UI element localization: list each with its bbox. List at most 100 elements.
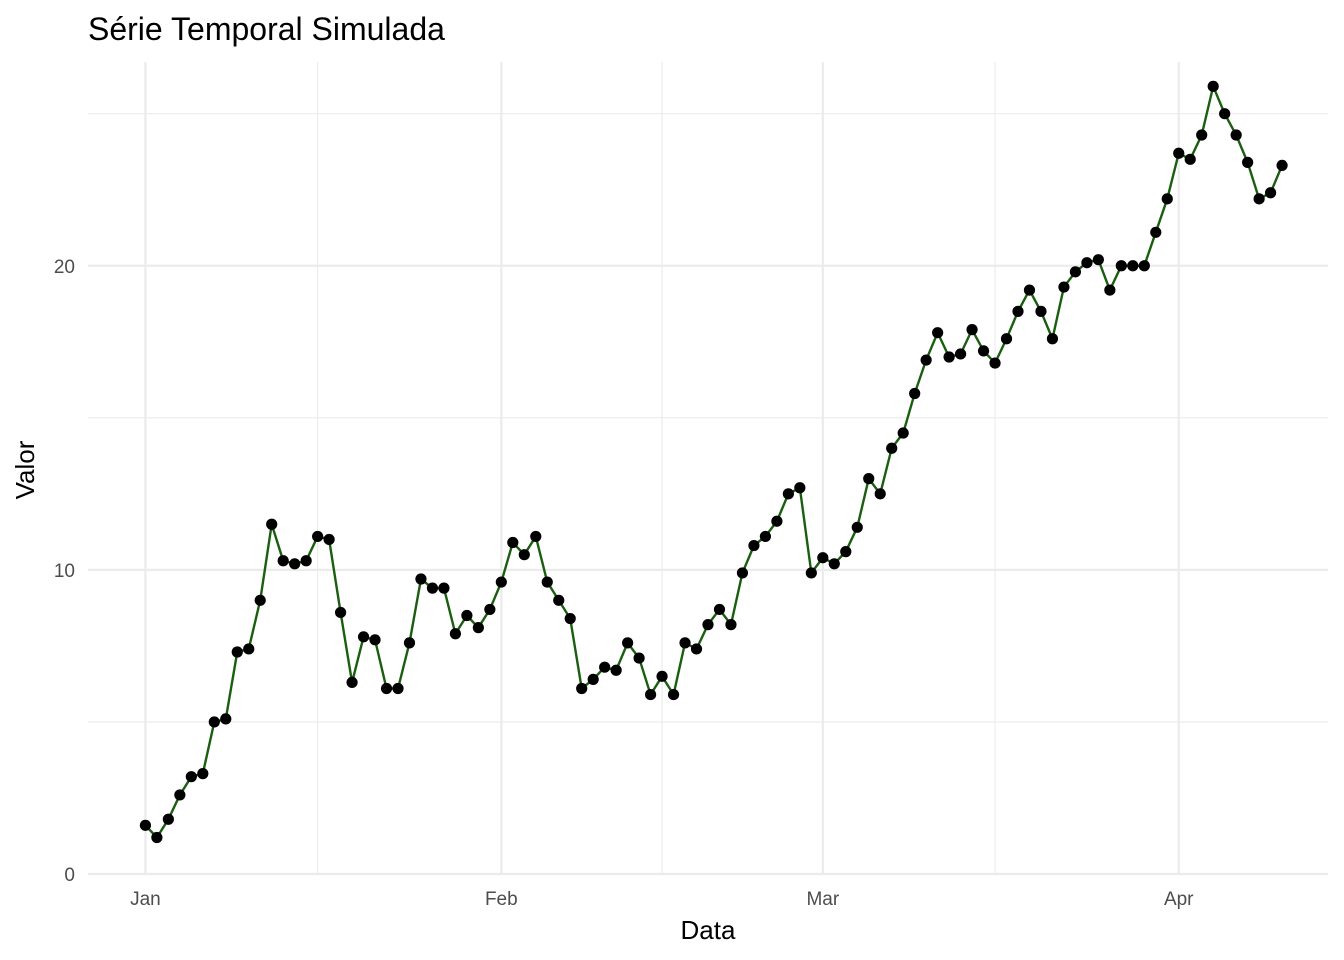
y-axis-title: Valor [10, 440, 40, 499]
data-point [713, 603, 726, 616]
data-point [266, 518, 278, 530]
data-point [312, 530, 324, 543]
data-point [748, 539, 760, 552]
data-point [1127, 260, 1139, 272]
data-point [690, 643, 703, 655]
data-point [254, 594, 266, 606]
data-point [243, 643, 255, 655]
data-point [1276, 159, 1288, 171]
data-point [702, 619, 714, 631]
data-point [564, 612, 576, 625]
data-point [1184, 153, 1196, 165]
data-point [610, 664, 622, 676]
data-point [369, 634, 381, 646]
data-point [438, 582, 450, 594]
data-point [667, 688, 680, 701]
data-point [346, 676, 358, 689]
x-axis-title: Data [681, 915, 736, 945]
x-tick-label: Apr [1164, 889, 1194, 910]
data-point [1242, 156, 1254, 168]
x-tick-label: Mar [806, 889, 839, 910]
data-point [449, 628, 462, 640]
x-axis-tick-labels: Jan Feb Mar Apr [130, 889, 1194, 910]
data-point [828, 558, 840, 570]
data-point [1115, 260, 1127, 272]
data-point [771, 515, 783, 527]
data-point [334, 606, 347, 619]
data-point [1035, 305, 1047, 317]
data-point [300, 555, 312, 567]
data-point [725, 619, 737, 631]
data-point [472, 622, 484, 634]
data-point [759, 530, 772, 543]
data-point [518, 549, 530, 561]
chart-title: Série Temporal Simulada [88, 11, 445, 47]
data-point [1023, 284, 1036, 296]
data-point [426, 582, 439, 594]
data-point [231, 646, 243, 658]
data-point [541, 576, 553, 588]
data-point [599, 661, 611, 673]
data-point [484, 603, 496, 616]
data-point [1058, 281, 1070, 293]
y-tick-label: 0 [64, 865, 75, 886]
data-point [1092, 254, 1104, 266]
data-point [1196, 129, 1208, 141]
data-point [1230, 129, 1242, 141]
data-point [1173, 147, 1185, 159]
data-point [977, 345, 990, 357]
data-point [220, 713, 232, 725]
data-point [679, 637, 691, 649]
data-point [162, 813, 174, 825]
data-point [1138, 260, 1150, 272]
data-point [874, 488, 886, 500]
data-point [495, 576, 507, 588]
data-point [289, 558, 301, 570]
data-point [1012, 305, 1024, 317]
data-point [553, 594, 565, 606]
data-point [403, 637, 416, 649]
data-point [1081, 257, 1093, 269]
data-point [357, 631, 370, 643]
data-point [323, 533, 335, 546]
data-point [174, 789, 186, 801]
y-tick-label: 20 [54, 257, 75, 278]
data-point [1046, 333, 1059, 345]
data-point [851, 521, 863, 533]
data-point [920, 354, 932, 366]
data-point [415, 573, 427, 585]
data-point [1150, 226, 1162, 238]
data-point [576, 682, 588, 695]
data-point [530, 530, 542, 543]
data-point [736, 567, 749, 579]
data-point [1161, 193, 1173, 205]
data-point [656, 670, 668, 682]
data-point [644, 688, 657, 701]
data-point [1069, 266, 1082, 278]
data-point [587, 673, 599, 685]
data-point [380, 682, 393, 695]
data-point [1104, 284, 1116, 296]
data-point [943, 351, 955, 363]
data-point [954, 348, 967, 360]
series-line [144, 82, 1284, 840]
data-point [897, 427, 909, 439]
data-point [185, 771, 197, 783]
data-point [208, 716, 220, 728]
data-point [989, 357, 1001, 369]
data-point [197, 768, 209, 780]
data-point [840, 546, 852, 558]
data-point [507, 536, 519, 549]
x-tick-label: Jan [130, 889, 161, 910]
data-point [909, 387, 921, 400]
data-point [1219, 108, 1231, 120]
data-point [782, 488, 794, 500]
data-point [805, 567, 817, 579]
y-tick-label: 10 [54, 561, 75, 582]
data-point [277, 555, 289, 567]
data-point [817, 552, 829, 564]
data-point [794, 482, 806, 494]
data-point [886, 442, 898, 454]
data-point [863, 473, 875, 485]
